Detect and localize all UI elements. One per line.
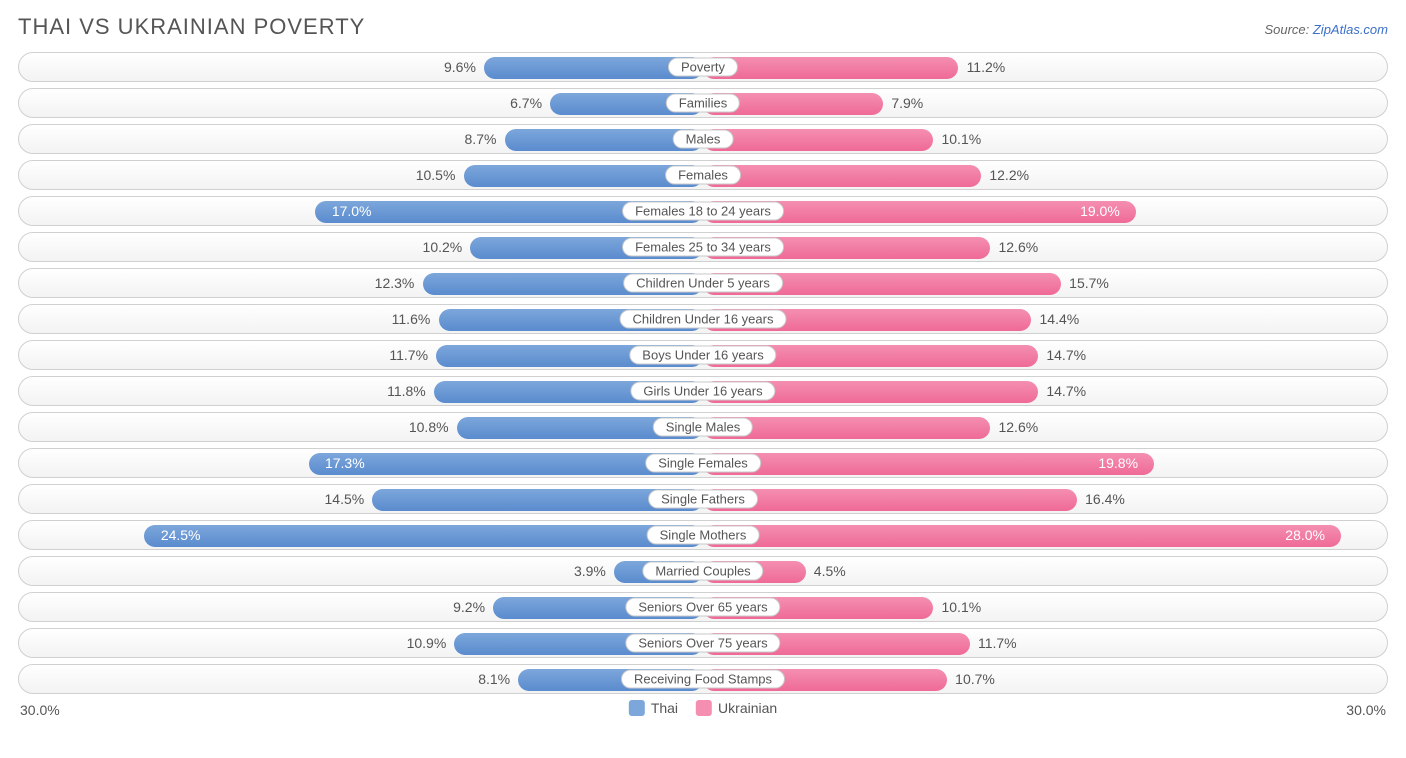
- value-right: 10.1%: [941, 599, 981, 615]
- value-left: 11.7%: [389, 347, 428, 363]
- chart-row: 8.7% 10.1% Males: [18, 124, 1388, 154]
- category-label: Boys Under 16 years: [629, 346, 776, 365]
- legend-item-left: Thai: [629, 700, 678, 716]
- value-left: 12.3%: [375, 275, 415, 291]
- chart-row: 11.7% 14.7% Boys Under 16 years: [18, 340, 1388, 370]
- category-label: Males: [673, 130, 734, 149]
- value-right: 19.8%: [1098, 455, 1138, 471]
- chart-row: 9.6% 11.2% Poverty: [18, 52, 1388, 82]
- value-left: 11.8%: [387, 383, 426, 399]
- value-right: 11.7%: [978, 635, 1017, 651]
- category-label: Poverty: [668, 58, 738, 77]
- chart-row: 6.7% 7.9% Families: [18, 88, 1388, 118]
- value-right: 4.5%: [814, 563, 846, 579]
- category-label: Girls Under 16 years: [630, 382, 775, 401]
- legend-label-right: Ukrainian: [718, 700, 777, 716]
- chart-row: 11.8% 14.7% Girls Under 16 years: [18, 376, 1388, 406]
- value-right: 14.7%: [1046, 347, 1086, 363]
- chart-title: THAI VS UKRAINIAN POVERTY: [18, 14, 365, 40]
- value-left: 3.9%: [574, 563, 606, 579]
- value-right: 10.7%: [955, 671, 995, 687]
- chart-row: 14.5% 16.4% Single Fathers: [18, 484, 1388, 514]
- value-right: 15.7%: [1069, 275, 1109, 291]
- chart-row: 10.2% 12.6% Females 25 to 34 years: [18, 232, 1388, 262]
- value-right: 10.1%: [941, 131, 981, 147]
- chart-row: 10.8% 12.6% Single Males: [18, 412, 1388, 442]
- value-left: 10.5%: [416, 167, 456, 183]
- category-label: Females 18 to 24 years: [622, 202, 784, 221]
- chart-row: 17.3% 19.8% Single Females: [18, 448, 1388, 478]
- source-attribution: Source: ZipAtlas.com: [1264, 22, 1388, 37]
- value-right: 12.2%: [989, 167, 1029, 183]
- chart-row: 9.2% 10.1% Seniors Over 65 years: [18, 592, 1388, 622]
- category-label: Children Under 5 years: [623, 274, 783, 293]
- value-left: 10.8%: [409, 419, 449, 435]
- bar-right: [703, 453, 1154, 475]
- value-left: 6.7%: [510, 95, 542, 111]
- chart-row: 11.6% 14.4% Children Under 16 years: [18, 304, 1388, 334]
- category-label: Seniors Over 75 years: [625, 634, 780, 653]
- bar-right: [703, 129, 933, 151]
- value-left: 10.9%: [407, 635, 447, 651]
- axis-label-left: 30.0%: [20, 702, 60, 718]
- axis-label-right: 30.0%: [1346, 702, 1386, 718]
- value-left: 10.2%: [423, 239, 463, 255]
- bar-right: [703, 489, 1077, 511]
- value-left: 14.5%: [325, 491, 365, 507]
- value-right: 16.4%: [1085, 491, 1125, 507]
- bar-right: [703, 57, 958, 79]
- category-label: Children Under 16 years: [620, 310, 787, 329]
- category-label: Females 25 to 34 years: [622, 238, 784, 257]
- bar-right: [703, 525, 1341, 547]
- diverging-bar-chart: 9.6% 11.2% Poverty 6.7% 7.9% Families 8.7% 10.1…: [18, 52, 1388, 694]
- value-left: 17.0%: [332, 203, 372, 219]
- source-site: ZipAtlas.com: [1313, 22, 1388, 37]
- value-right: 12.6%: [998, 239, 1038, 255]
- category-label: Single Females: [645, 454, 761, 473]
- value-left: 11.6%: [392, 311, 431, 327]
- category-label: Receiving Food Stamps: [621, 670, 785, 689]
- value-right: 14.7%: [1046, 383, 1086, 399]
- category-label: Single Males: [653, 418, 753, 437]
- category-label: Females: [665, 166, 741, 185]
- bar-left: [309, 453, 703, 475]
- legend-swatch-right: [696, 700, 712, 716]
- legend-label-left: Thai: [651, 700, 678, 716]
- category-label: Seniors Over 65 years: [625, 598, 780, 617]
- value-right: 7.9%: [891, 95, 923, 111]
- chart-row: 12.3% 15.7% Children Under 5 years: [18, 268, 1388, 298]
- legend-swatch-left: [629, 700, 645, 716]
- value-left: 9.2%: [453, 599, 485, 615]
- category-label: Single Mothers: [647, 526, 760, 545]
- value-left: 8.7%: [465, 131, 497, 147]
- category-label: Married Couples: [642, 562, 763, 581]
- chart-row: 24.5% 28.0% Single Mothers: [18, 520, 1388, 550]
- chart-row: 17.0% 19.0% Females 18 to 24 years: [18, 196, 1388, 226]
- value-right: 14.4%: [1040, 311, 1080, 327]
- value-right: 28.0%: [1285, 527, 1325, 543]
- value-left: 24.5%: [161, 527, 201, 543]
- chart-legend: Thai Ukrainian: [629, 700, 777, 716]
- category-label: Single Fathers: [648, 490, 758, 509]
- value-left: 9.6%: [444, 59, 476, 75]
- chart-row: 10.5% 12.2% Females: [18, 160, 1388, 190]
- value-left: 8.1%: [478, 671, 510, 687]
- category-label: Families: [666, 94, 740, 113]
- chart-row: 10.9% 11.7% Seniors Over 75 years: [18, 628, 1388, 658]
- legend-item-right: Ukrainian: [696, 700, 777, 716]
- bar-right: [703, 165, 981, 187]
- value-right: 11.2%: [967, 59, 1006, 75]
- chart-header: THAI VS UKRAINIAN POVERTY Source: ZipAtl…: [18, 14, 1388, 40]
- source-prefix: Source:: [1264, 22, 1312, 37]
- chart-row: 8.1% 10.7% Receiving Food Stamps: [18, 664, 1388, 694]
- value-left: 17.3%: [325, 455, 365, 471]
- value-right: 19.0%: [1080, 203, 1120, 219]
- chart-row: 3.9% 4.5% Married Couples: [18, 556, 1388, 586]
- bar-left: [144, 525, 703, 547]
- value-right: 12.6%: [998, 419, 1038, 435]
- chart-footer: 30.0% Thai Ukrainian 30.0%: [18, 700, 1388, 724]
